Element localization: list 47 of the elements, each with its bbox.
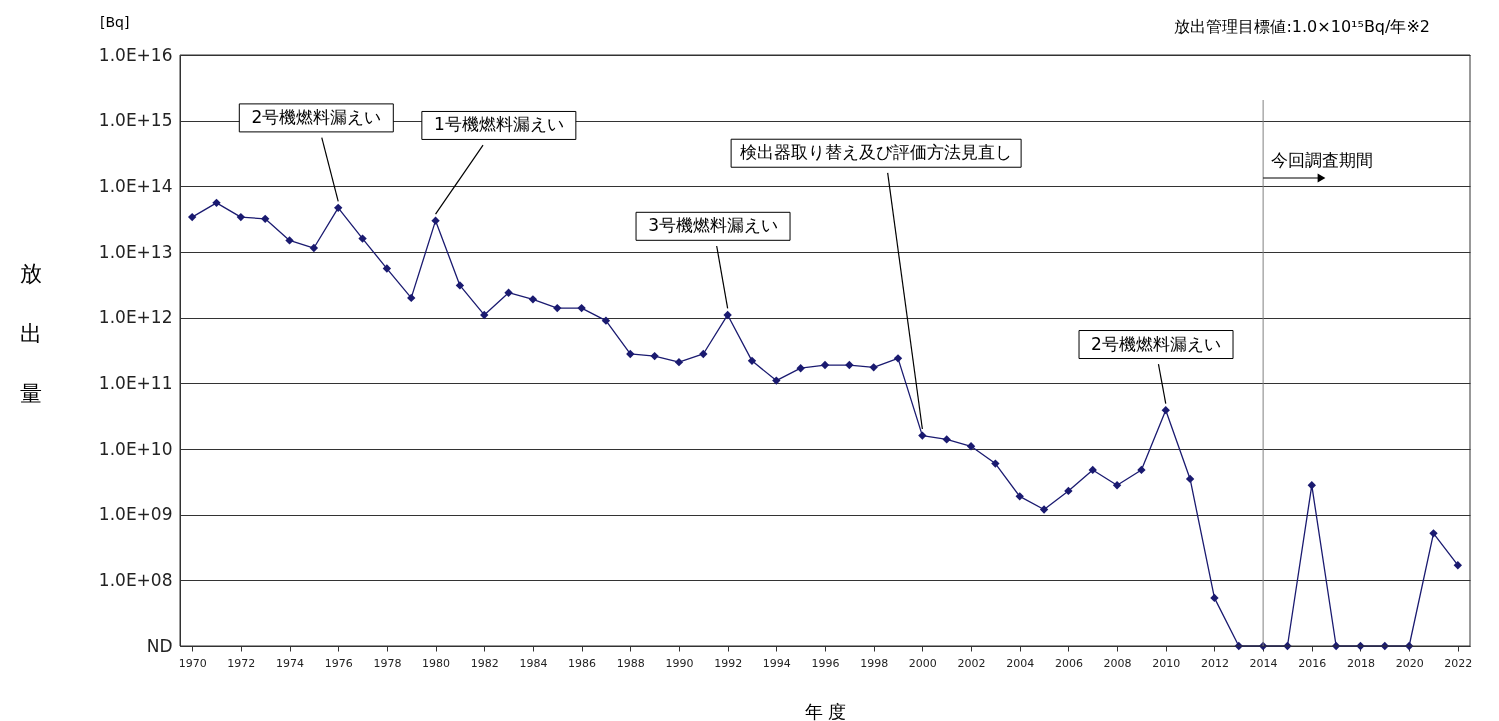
y-tick-label: 1.0E+14 xyxy=(98,175,173,196)
x-tick-label: 1996 xyxy=(811,656,840,670)
x-tick-label: 1990 xyxy=(665,656,694,670)
x-tick-label: 1992 xyxy=(714,656,743,670)
x-tick-label: 2012 xyxy=(1200,656,1229,670)
annotation: 1号機燃料漏えい xyxy=(433,114,564,135)
x-tick-label: 1982 xyxy=(470,656,499,670)
y-tick-label: 1.0E+09 xyxy=(98,504,173,525)
y-tick-label: 1.0E+10 xyxy=(98,438,173,459)
text: [Bq] xyxy=(100,14,130,30)
x-tick-label: 1974 xyxy=(276,656,305,670)
x-tick-label: 1972 xyxy=(227,656,256,670)
text: 放出量 xyxy=(19,260,42,406)
y-tick-label: 1.0E+12 xyxy=(98,307,173,328)
x-tick-label: 2020 xyxy=(1395,656,1424,670)
text: 放出管理目標値:1.0×10¹⁵Bq/年※2 xyxy=(1174,17,1430,36)
x-tick-label: 1986 xyxy=(568,656,597,670)
x-tick-label: 2006 xyxy=(1054,656,1083,670)
y-tick-label: 1.0E+15 xyxy=(98,110,173,131)
x-tick-label: 2016 xyxy=(1298,656,1327,670)
x-tick-label: 1976 xyxy=(324,656,353,670)
x-tick-label: 1970 xyxy=(178,656,207,670)
x-tick-label: 1978 xyxy=(373,656,402,670)
annotation: 2号機燃料漏えい xyxy=(251,106,382,127)
annotation: 検出器取り替え及び評価方法見直し xyxy=(740,142,1013,163)
x-tick-label: 2000 xyxy=(908,656,937,670)
x-tick-label: 2002 xyxy=(957,656,986,670)
annotation: 2号機燃料漏えい xyxy=(1091,333,1221,354)
x-tick-label: 1984 xyxy=(519,656,548,670)
x-tick-label: 2010 xyxy=(1152,656,1181,670)
y-tick-label: 1.0E+13 xyxy=(98,241,173,262)
y-tick-label: 1.0E+08 xyxy=(98,569,173,590)
x-tick-label: 2014 xyxy=(1249,656,1278,670)
x-tick-label: 1988 xyxy=(616,656,645,670)
x-tick-label: 2022 xyxy=(1444,656,1473,670)
x-tick-label: 2018 xyxy=(1346,656,1375,670)
annotation: 3号機燃料漏えい xyxy=(648,215,778,236)
ref-line-label: 今回調査期間 xyxy=(1271,150,1374,170)
x-tick-label: 1998 xyxy=(860,656,889,670)
y-tick-label: 1.0E+11 xyxy=(98,372,173,393)
x-axis-title: 年 度 xyxy=(804,700,847,721)
x-tick-label: 1980 xyxy=(422,656,451,670)
y-tick-label: ND xyxy=(146,635,173,656)
y-tick-label: 1.0E+16 xyxy=(98,44,173,65)
x-tick-label: 2004 xyxy=(1006,656,1035,670)
x-tick-label: 2008 xyxy=(1103,656,1132,670)
x-tick-label: 1994 xyxy=(762,656,791,670)
